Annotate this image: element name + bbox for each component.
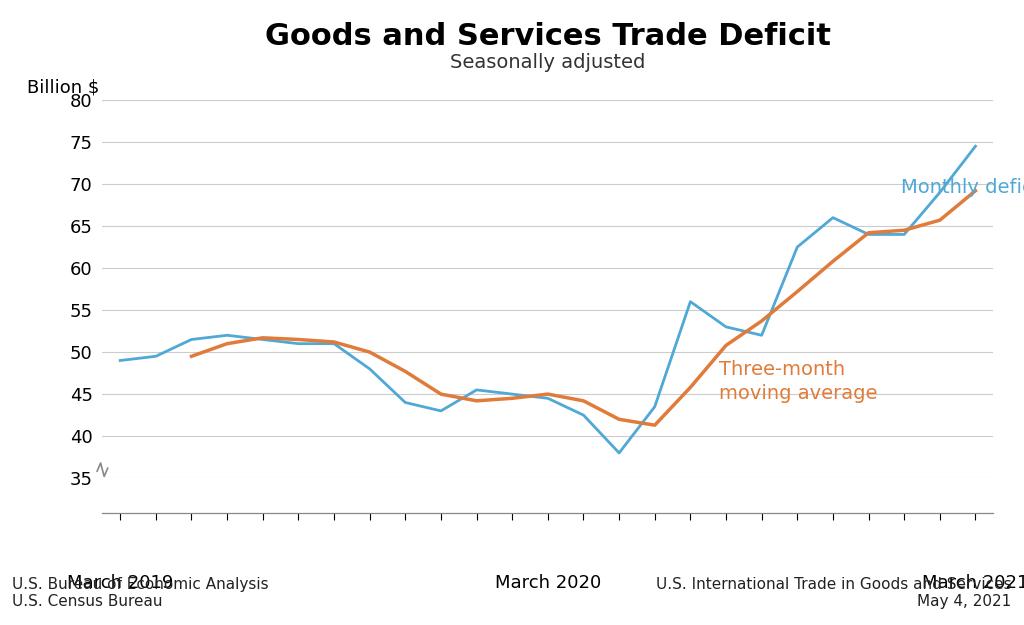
Text: Goods and Services Trade Deficit: Goods and Services Trade Deficit bbox=[265, 22, 830, 51]
Text: Seasonally adjusted: Seasonally adjusted bbox=[451, 53, 645, 72]
Text: Monthly deficit: Monthly deficit bbox=[901, 177, 1024, 197]
Text: Billion $: Billion $ bbox=[27, 78, 99, 96]
Text: March 2019: March 2019 bbox=[67, 574, 173, 592]
Text: March 2020: March 2020 bbox=[495, 574, 601, 592]
Text: U.S. Bureau of Economic Analysis
U.S. Census Bureau: U.S. Bureau of Economic Analysis U.S. Ce… bbox=[12, 577, 269, 609]
Text: U.S. International Trade in Goods and Services
May 4, 2021: U.S. International Trade in Goods and Se… bbox=[656, 577, 1012, 609]
Text: March 2021: March 2021 bbox=[923, 574, 1024, 592]
Text: Three-month
moving average: Three-month moving average bbox=[719, 361, 878, 403]
